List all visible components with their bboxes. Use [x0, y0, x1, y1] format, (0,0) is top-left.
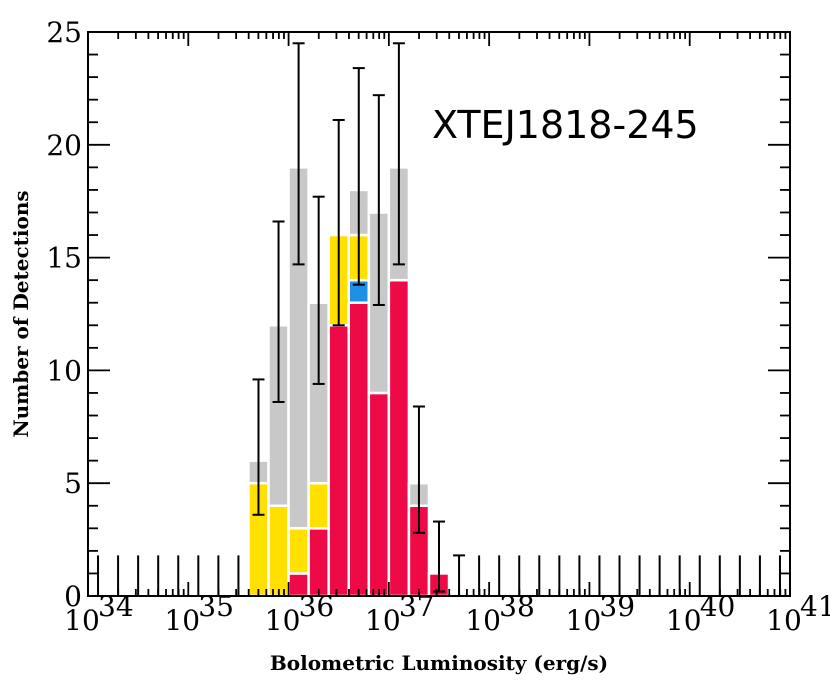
y-tick-label: 20 — [46, 129, 82, 162]
bar-segment — [287, 527, 310, 575]
x-tick-exponent: 35 — [198, 590, 234, 623]
y-tick-label: 10 — [46, 354, 82, 387]
y-tick-labels: 0 5 10 15 20 25 — [46, 16, 82, 613]
x-tick-exponent: 41 — [800, 590, 830, 623]
x-axis-title: Bolometric Luminosity (erg/s) — [270, 651, 608, 675]
x-tick-label: 10 — [666, 604, 702, 637]
x-tick-label: 10 — [164, 604, 200, 637]
bar-segment — [327, 324, 350, 598]
y-tick-label: 5 — [64, 467, 82, 500]
y-tick-label: 0 — [64, 580, 82, 613]
bar-segment — [347, 301, 371, 598]
x-tick-label: 10 — [365, 604, 401, 637]
bar-segment — [307, 527, 330, 598]
y-tick-label: 25 — [46, 16, 82, 49]
x-tick-label: 10 — [766, 604, 802, 637]
axis-ticks — [87, 31, 791, 597]
x-tick-exponent: 40 — [700, 590, 736, 623]
x-tick-label: 10 — [465, 604, 501, 637]
x-tick-label: 10 — [265, 604, 301, 637]
bar-segment — [367, 391, 391, 598]
y-axis-title: Number of Detections — [9, 190, 33, 437]
plot-frame — [87, 31, 791, 597]
x-tick-exponent: 34 — [98, 590, 134, 623]
bar-segment — [267, 504, 290, 598]
x-tick-exponent: 38 — [499, 590, 535, 623]
y-tick-label: 15 — [46, 242, 82, 275]
source-name-label: XTEJ1818-245 — [432, 103, 699, 147]
x-tick-exponent: 39 — [599, 590, 635, 623]
bar-segment — [387, 278, 411, 598]
x-tick-label: 10 — [64, 604, 100, 637]
x-tick-exponent: 36 — [299, 590, 335, 623]
bar-segment — [307, 481, 330, 530]
x-tick-label: 10 — [566, 604, 602, 637]
x-tick-exponent: 37 — [399, 590, 435, 623]
